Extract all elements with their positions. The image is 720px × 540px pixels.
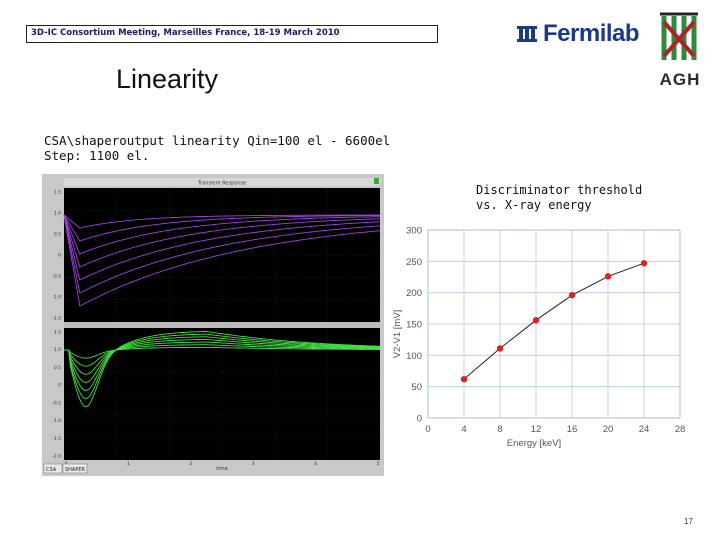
csa-trace [63,214,381,307]
scope-bottom-ytick: -2.0 [52,454,61,460]
y-axis-label: V2-V1 [mV] [392,310,403,359]
x-tick-label: 8 [497,424,502,435]
fermilab-wordmark: Fermilab [543,20,640,47]
agh-wordmark: AGH [659,70,701,89]
x-tick-label: 0 [425,424,430,435]
scope-xtick: 5 [377,461,380,467]
slide-title: Linearity [116,64,219,94]
data-point [460,375,468,383]
agh-emblem-icon [660,12,698,60]
csa-trace [63,214,381,294]
page-number: 17 [684,517,693,526]
y-tick-label: 150 [406,320,422,331]
description-line-1: CSA\shaperoutput linearity Qin=100 el - … [44,133,391,148]
scope-tab-shaper[interactable] [62,463,88,474]
scope-xtick: 1 [127,461,130,467]
slide-description: CSA\shaperoutput linearity Qin=100 el - … [44,133,390,163]
scope-bottom-ytick: 0.5 [54,365,61,371]
csa-trace [63,214,381,281]
scope-top-ytick: 0.5 [54,232,61,238]
scope-top-ytick: -1.5 [52,316,61,322]
oscilloscope-screenshot: Transient Response 1.5 1.0 0.5 0 -0.5 -1.0 -1.… [42,174,384,476]
data-point [604,273,612,280]
scope-xtick: 2 [189,461,192,467]
x-tick-label: 4 [461,424,466,435]
csa-trace [63,214,380,242]
scope-bottom-ytick: -0.5 [52,400,61,406]
scope-bottom-ytick: -1.5 [52,436,61,442]
scope-bottom-ytick: 1.5 [54,330,61,336]
scope-tab-shaper-label: SHAPER [65,467,86,473]
series-line [463,262,645,380]
scope-xtick: 4 [314,461,317,467]
scope-title: Transient Response [197,181,246,187]
data-point [568,291,576,299]
x-tick-label: 12 [531,424,542,435]
csa-trace [63,214,381,268]
x-tick-label: 20 [603,424,614,435]
header-banner: 3D-IC Consortium Meeting, Marseilles Fra… [26,25,438,43]
fermilab-icon [517,26,537,42]
chart-title: Discriminator threshold vs. X-ray energy [476,183,643,212]
scope-top-ytick: 1.0 [54,211,61,217]
y-tick-label: 50 [411,382,422,393]
scope-status-indicator [374,178,379,184]
threshold-chart: 0 4 8 12 16 20 24 28 0 50 100 150 200 250 300 Energy [k… [392,226,686,450]
scope-top-ytick: -1.0 [52,295,61,301]
x-tick-label: 28 [675,424,686,435]
scope-top-ytick: 1.5 [54,190,61,196]
x-axis-label: Energy [keV] [507,438,561,449]
fermilab-logo: Fermilab [517,20,640,48]
description-line-2: Step: 1100 el. [44,148,150,163]
scope-tab-csa-label: CSA [46,467,57,473]
agh-logo: AGH [656,12,704,92]
scope-top-ytick: 0 [58,253,61,259]
scope-top-ytick: -0.5 [52,274,61,280]
csa-trace [63,214,381,255]
scope-bottom-ytick: -1.0 [52,418,61,424]
scope-xtick: 3 [252,461,255,467]
meeting-header: 3D-IC Consortium Meeting, Marseilles Fra… [31,28,340,38]
y-tick-label: 0 [417,414,422,425]
data-point [532,317,540,324]
x-tick-label: 24 [639,424,650,435]
data-point [496,345,504,352]
y-tick-label: 100 [406,351,422,362]
y-tick-label: 250 [406,257,422,268]
data-point [640,260,648,267]
csa-trace [63,214,380,229]
shaper-trace [64,330,381,408]
y-tick-label: 300 [406,226,422,237]
scope-tab-csa[interactable] [43,463,63,474]
y-tick-label: 200 [406,288,422,299]
x-tick-label: 16 [567,424,578,435]
scope-bottom-ytick: 0 [58,383,61,389]
scope-xlabel: time [216,466,227,472]
scope-bottom-ytick: 1.0 [54,347,61,353]
